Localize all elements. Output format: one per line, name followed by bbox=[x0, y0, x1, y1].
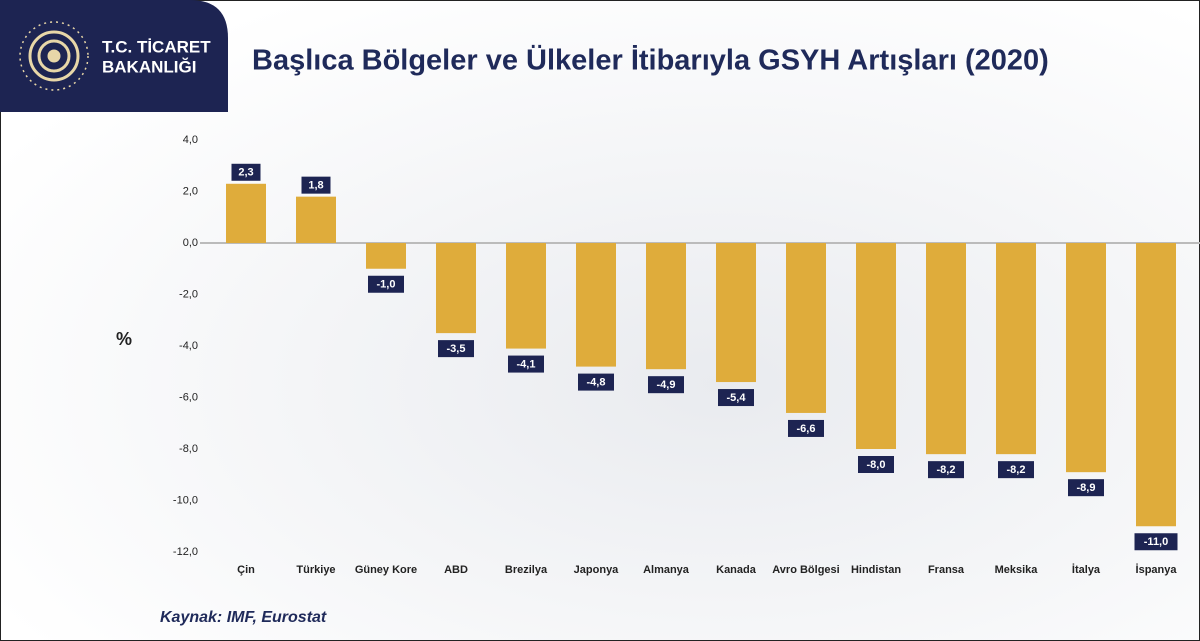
x-tick-label: Güney Kore bbox=[355, 564, 417, 576]
value-label: -6,6 bbox=[797, 423, 816, 435]
logo-emblem bbox=[19, 21, 89, 91]
y-tick-label: 4,0 bbox=[183, 134, 198, 146]
bar bbox=[856, 243, 896, 449]
bar bbox=[576, 243, 616, 367]
x-tick-label: Japonya bbox=[574, 564, 620, 576]
value-label: -11,0 bbox=[1144, 536, 1168, 548]
value-label: -3,5 bbox=[447, 343, 466, 355]
bar bbox=[786, 243, 826, 413]
value-label: -4,1 bbox=[517, 358, 536, 370]
value-label-box bbox=[438, 340, 474, 358]
y-axis-label: % bbox=[116, 329, 132, 349]
bar bbox=[926, 243, 966, 455]
y-tick-label: -6,0 bbox=[179, 391, 198, 403]
logo-text: T.C. TİCARET bbox=[102, 37, 211, 56]
value-label-box bbox=[718, 389, 754, 407]
bar bbox=[1136, 243, 1176, 527]
value-label: 1,8 bbox=[308, 180, 323, 192]
value-label-box bbox=[858, 456, 894, 473]
x-tick-label: Meksika bbox=[995, 564, 1039, 576]
value-label: 2,3 bbox=[238, 167, 253, 179]
x-tick-label: Çin bbox=[237, 564, 255, 576]
x-tick-label: Hindistan bbox=[851, 564, 901, 576]
bar bbox=[996, 243, 1036, 455]
bar bbox=[366, 243, 406, 269]
bar bbox=[506, 243, 546, 349]
value-label-box bbox=[788, 419, 824, 437]
value-label-box bbox=[1134, 533, 1178, 551]
value-label-box bbox=[928, 461, 964, 479]
x-tick-label: Almanya bbox=[643, 564, 690, 576]
bar bbox=[226, 183, 266, 243]
value-label: -4,9 bbox=[657, 379, 676, 391]
x-tick-label: İtalya bbox=[1072, 563, 1101, 576]
logo-text: BAKANLIĞI bbox=[102, 57, 196, 76]
value-label-box bbox=[1068, 479, 1104, 497]
x-tick-label: İspanya bbox=[1136, 563, 1178, 576]
bar bbox=[646, 243, 686, 370]
bar bbox=[1066, 243, 1106, 473]
y-tick-label: -10,0 bbox=[173, 494, 198, 506]
y-tick-label: -4,0 bbox=[179, 340, 198, 352]
y-tick-label: 2,0 bbox=[183, 185, 198, 197]
x-tick-label: Brezilya bbox=[505, 564, 548, 576]
value-label: -5,4 bbox=[727, 392, 747, 404]
bar bbox=[296, 196, 336, 243]
value-label: -4,8 bbox=[587, 377, 606, 389]
x-tick-label: Kanada bbox=[716, 564, 757, 576]
value-label: -8,0 bbox=[867, 459, 886, 471]
x-tick-label: Avro Bölgesi bbox=[772, 564, 839, 576]
value-label: -8,2 bbox=[937, 464, 956, 476]
value-label: -1,0 bbox=[377, 279, 396, 291]
chart-title: Başlıca Bölgeler ve Ülkeler İtibarıyla G… bbox=[252, 44, 1049, 77]
source-note: Kaynak: IMF, Eurostat bbox=[160, 609, 327, 626]
value-label-box bbox=[301, 176, 331, 194]
bar bbox=[436, 243, 476, 334]
y-tick-label: 0,0 bbox=[183, 237, 198, 249]
y-tick-label: -12,0 bbox=[173, 546, 198, 558]
value-label-box bbox=[578, 373, 614, 391]
logo-panel bbox=[0, 0, 228, 112]
bar bbox=[716, 243, 756, 383]
value-label-box bbox=[231, 163, 261, 181]
value-label-box bbox=[508, 355, 544, 373]
y-tick-label: -8,0 bbox=[179, 443, 198, 455]
value-label-box bbox=[648, 376, 684, 394]
x-tick-label: Fransa bbox=[928, 564, 965, 576]
x-tick-label: ABD bbox=[444, 564, 468, 576]
y-tick-label: -2,0 bbox=[179, 288, 198, 300]
x-tick-label: Türkiye bbox=[296, 564, 335, 576]
value-label-box bbox=[998, 461, 1034, 479]
value-label: -8,2 bbox=[1007, 464, 1026, 476]
value-label: -8,9 bbox=[1077, 482, 1096, 494]
value-label-box bbox=[368, 275, 404, 293]
